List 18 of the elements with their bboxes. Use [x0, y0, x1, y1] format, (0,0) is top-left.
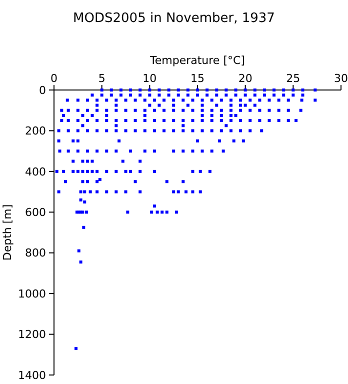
x-tick-label: 10: [142, 72, 157, 85]
x-tick-label: 5: [98, 72, 106, 85]
y-tick-label: 1000: [18, 287, 46, 300]
y-tick-label: 1200: [18, 328, 46, 342]
x-tick-label: 0: [50, 72, 58, 85]
x-tick-label: 20: [238, 72, 252, 85]
x-tick-label: 25: [286, 72, 300, 85]
x-axis-title: Temperature [°C]: [149, 54, 245, 67]
y-tick-label: 1400: [18, 368, 46, 382]
y-tick-label: 800: [25, 246, 46, 260]
y-tick-label: 200: [25, 124, 46, 138]
y-tick-label: 0: [39, 84, 46, 97]
x-tick-label: 15: [190, 72, 204, 85]
y-tick-label: 400: [25, 165, 46, 178]
chart-title: MODS2005 in November, 1937: [73, 11, 275, 26]
y-axis-title: Depth [m]: [1, 204, 14, 261]
x-tick-label: 30: [334, 72, 348, 85]
y-tick-label: 600: [25, 206, 46, 219]
